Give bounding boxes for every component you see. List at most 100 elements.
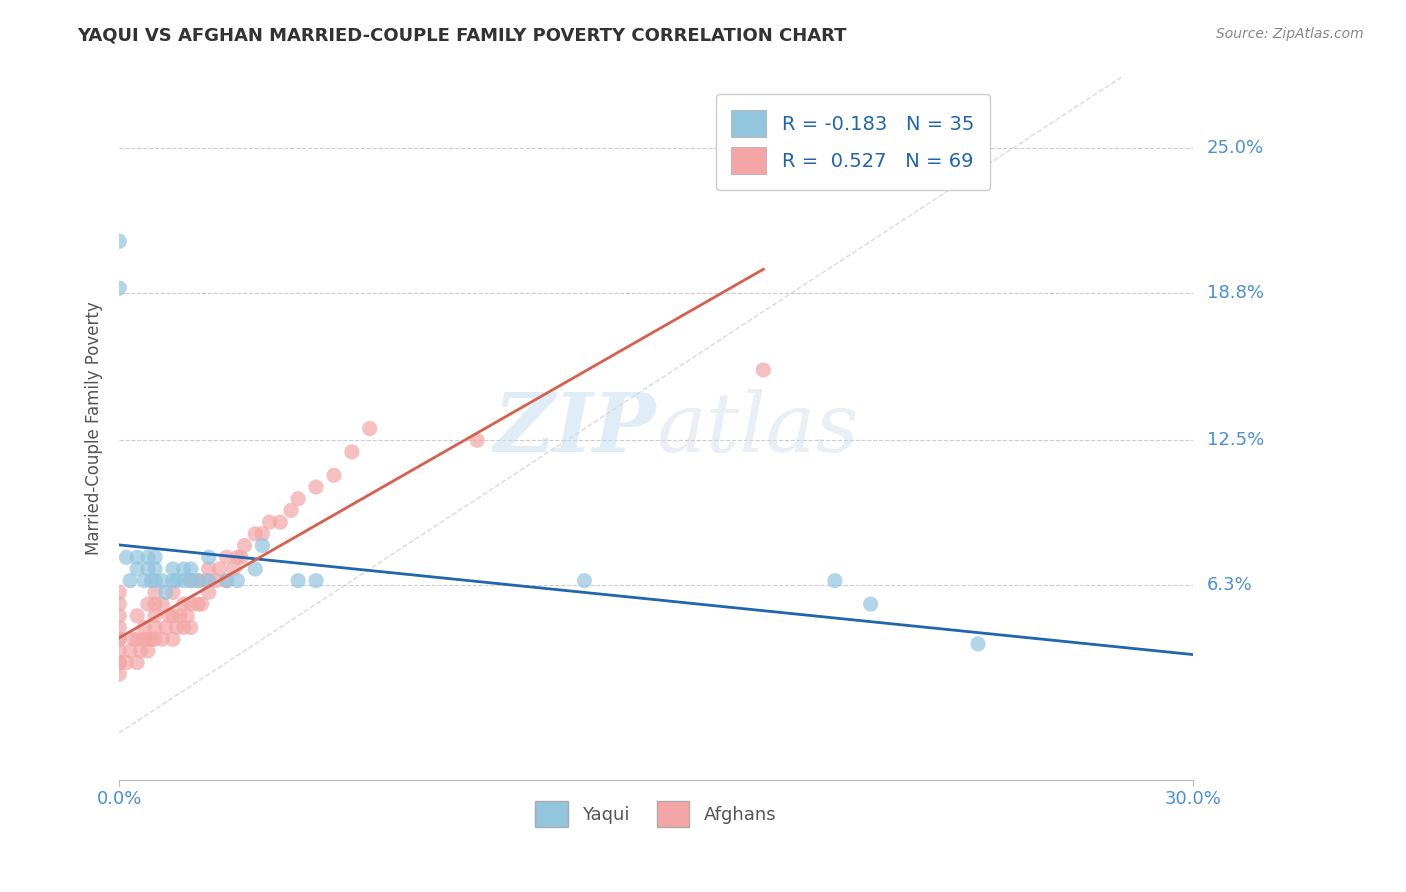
Point <box>205 574 228 588</box>
Point <box>574 574 596 588</box>
Point <box>136 550 159 565</box>
Point <box>134 574 156 588</box>
Text: ZIP: ZIP <box>494 389 657 468</box>
Point <box>187 597 209 611</box>
Point <box>180 562 202 576</box>
Point <box>305 480 328 494</box>
Point <box>108 644 131 658</box>
Point <box>127 608 149 623</box>
Point <box>162 632 184 647</box>
Text: atlas: atlas <box>657 389 858 468</box>
Point <box>143 562 166 576</box>
Point <box>194 574 217 588</box>
Point <box>108 608 131 623</box>
Point <box>108 656 131 670</box>
Point <box>141 574 163 588</box>
Y-axis label: Married-Couple Family Poverty: Married-Couple Family Poverty <box>86 301 103 556</box>
Point <box>180 574 202 588</box>
Point <box>280 503 302 517</box>
Text: Source: ZipAtlas.com: Source: ZipAtlas.com <box>1216 27 1364 41</box>
Point <box>245 562 267 576</box>
Point <box>115 550 138 565</box>
Point <box>127 656 149 670</box>
Point <box>108 585 131 599</box>
Text: 18.8%: 18.8% <box>1206 284 1264 301</box>
Point <box>190 597 212 611</box>
Point <box>245 526 267 541</box>
Point <box>108 632 131 647</box>
Point <box>162 585 184 599</box>
Point <box>127 632 149 647</box>
Point <box>305 574 328 588</box>
Point <box>108 632 131 647</box>
Point <box>187 574 209 588</box>
Point <box>143 574 166 588</box>
Point <box>180 574 202 588</box>
Point <box>141 632 163 647</box>
Point <box>136 597 159 611</box>
Point <box>136 632 159 647</box>
Text: 6.3%: 6.3% <box>1206 576 1253 594</box>
Point <box>859 597 882 611</box>
Point <box>197 585 219 599</box>
Point <box>197 550 219 565</box>
Point <box>150 574 173 588</box>
Point <box>122 632 145 647</box>
Point <box>143 608 166 623</box>
Point <box>269 515 291 529</box>
Point <box>340 445 363 459</box>
Point <box>323 468 346 483</box>
Point <box>118 644 141 658</box>
Point <box>108 667 131 681</box>
Point <box>134 620 156 634</box>
Point <box>173 574 195 588</box>
Point <box>173 620 195 634</box>
Point <box>215 574 238 588</box>
Point <box>157 608 180 623</box>
Point <box>259 515 281 529</box>
Point <box>187 574 209 588</box>
Point <box>208 562 231 576</box>
Point <box>287 574 309 588</box>
Point <box>136 562 159 576</box>
Text: YAQUI VS AFGHAN MARRIED-COUPLE FAMILY POVERTY CORRELATION CHART: YAQUI VS AFGHAN MARRIED-COUPLE FAMILY PO… <box>77 27 846 45</box>
Legend: Yaqui, Afghans: Yaqui, Afghans <box>529 794 783 834</box>
Text: 25.0%: 25.0% <box>1206 138 1264 157</box>
Point <box>108 656 131 670</box>
Point <box>143 632 166 647</box>
Point <box>155 620 177 634</box>
Point <box>143 585 166 599</box>
Point <box>129 644 152 658</box>
Point <box>127 550 149 565</box>
Point <box>166 620 188 634</box>
Point <box>166 574 188 588</box>
Point <box>127 562 149 576</box>
Point <box>150 632 173 647</box>
Point <box>465 434 488 448</box>
Point <box>233 539 256 553</box>
Point <box>222 562 245 576</box>
Point <box>229 550 252 565</box>
Point <box>134 632 156 647</box>
Point <box>143 597 166 611</box>
Point <box>169 608 191 623</box>
Point <box>359 421 381 435</box>
Point <box>215 574 238 588</box>
Point <box>173 562 195 576</box>
Point <box>162 608 184 623</box>
Point <box>108 234 131 248</box>
Point <box>226 550 249 565</box>
Text: 12.5%: 12.5% <box>1206 431 1264 450</box>
Point <box>108 620 131 634</box>
Point <box>136 644 159 658</box>
Point <box>252 539 274 553</box>
Point <box>150 597 173 611</box>
Point <box>197 574 219 588</box>
Point <box>180 620 202 634</box>
Point <box>752 363 775 377</box>
Point <box>197 562 219 576</box>
Point <box>155 585 177 599</box>
Point <box>143 550 166 565</box>
Point <box>162 562 184 576</box>
Point <box>173 597 195 611</box>
